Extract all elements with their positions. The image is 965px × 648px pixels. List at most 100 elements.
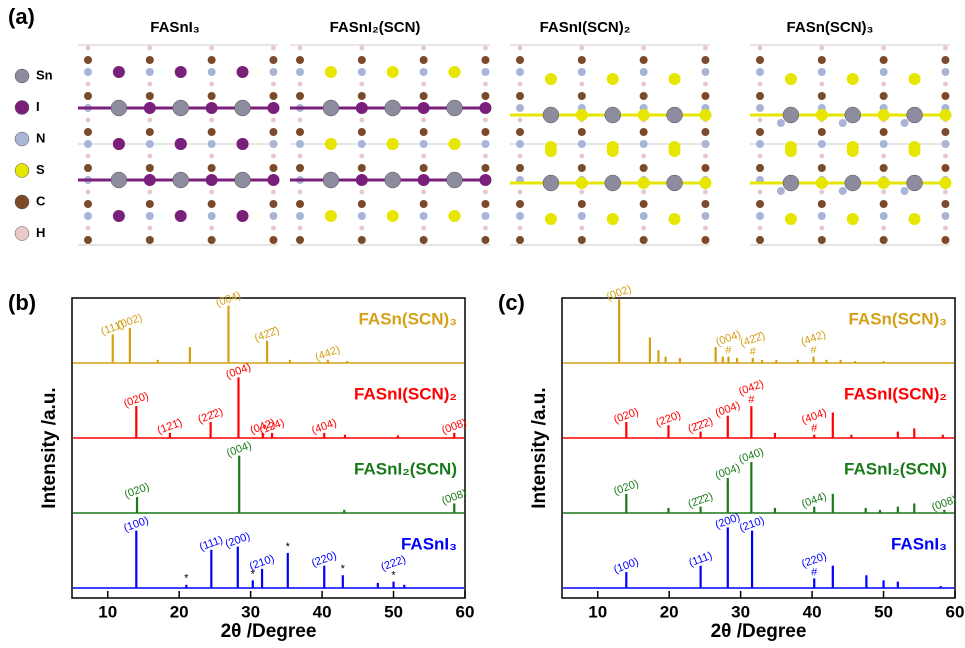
atom <box>701 164 709 172</box>
atom <box>269 140 277 148</box>
atom <box>701 92 709 100</box>
atom <box>208 164 216 172</box>
atom <box>209 118 214 123</box>
atom <box>818 164 826 172</box>
atom <box>939 109 951 121</box>
atom <box>111 100 127 116</box>
atom <box>113 66 125 78</box>
atom <box>818 128 826 136</box>
y-axis-label: Intensity /a.u. <box>39 387 60 508</box>
atom <box>323 172 339 188</box>
atom <box>358 128 366 136</box>
atom <box>579 154 584 159</box>
atom <box>358 236 366 244</box>
atom <box>783 107 799 123</box>
figure: (a) SnINSCHFASnI₃FASnI₂(SCN)FASnI(SCN)₂F… <box>0 0 965 643</box>
atom <box>358 92 366 100</box>
atom <box>271 82 276 87</box>
atom <box>907 175 923 191</box>
atom <box>701 140 709 148</box>
atom <box>939 177 951 189</box>
atom <box>756 164 764 172</box>
atom <box>208 212 216 220</box>
atom <box>701 68 709 76</box>
atom <box>878 109 890 121</box>
atom <box>483 226 488 231</box>
atom <box>173 100 189 116</box>
atom <box>941 236 949 244</box>
atom <box>818 140 826 148</box>
atom <box>699 177 711 189</box>
peak-mark: # <box>750 346 757 358</box>
atom <box>358 68 366 76</box>
atom <box>579 226 584 231</box>
atom <box>356 174 368 186</box>
atom <box>640 200 648 208</box>
atom <box>271 226 276 231</box>
atom <box>113 210 125 222</box>
atom <box>640 92 648 100</box>
series-name: FASnI₂(SCN) <box>354 459 457 478</box>
atom <box>173 172 189 188</box>
atom <box>909 73 921 85</box>
atom <box>818 68 826 76</box>
atom <box>144 102 156 114</box>
atom <box>208 200 216 208</box>
atom <box>881 190 886 195</box>
atom <box>667 175 683 191</box>
atom <box>209 46 214 51</box>
legend-label: I <box>36 99 40 114</box>
atom <box>641 46 646 51</box>
series-name: FASn(SCN)₃ <box>358 309 457 328</box>
series-name: FASnI(SCN)₂ <box>354 384 457 403</box>
atom <box>418 102 430 114</box>
atom <box>481 56 489 64</box>
atom <box>516 92 524 100</box>
atom <box>86 46 91 51</box>
atom <box>86 190 91 195</box>
atom <box>578 200 586 208</box>
series-name: FASnI₂(SCN) <box>844 459 947 478</box>
atom <box>818 200 826 208</box>
atom <box>881 82 886 87</box>
atom <box>296 236 304 244</box>
atom <box>943 46 948 51</box>
atom <box>756 236 764 244</box>
atom <box>847 213 859 225</box>
atom <box>269 68 277 76</box>
atom <box>483 118 488 123</box>
atom <box>146 236 154 244</box>
atom <box>296 92 304 100</box>
atom <box>576 177 588 189</box>
atom <box>209 190 214 195</box>
atom <box>941 212 949 220</box>
atom <box>359 118 364 123</box>
atom <box>420 164 428 172</box>
atom <box>296 140 304 148</box>
x-tick-label: 60 <box>946 602 965 621</box>
atom <box>84 212 92 220</box>
atom <box>481 140 489 148</box>
x-tick-label: 50 <box>874 602 893 621</box>
atom <box>84 200 92 208</box>
atom <box>269 56 277 64</box>
peak-mark: * <box>286 541 291 553</box>
atom <box>638 177 650 189</box>
atom <box>941 164 949 172</box>
atom <box>545 141 557 153</box>
atom <box>84 68 92 76</box>
atom <box>839 187 847 195</box>
atom <box>385 100 401 116</box>
x-axis-label: 2θ /Degree <box>221 621 317 642</box>
atom <box>516 128 524 136</box>
atom <box>578 236 586 244</box>
atom <box>296 128 304 136</box>
atom <box>479 174 491 186</box>
atom <box>447 172 463 188</box>
atom <box>209 82 214 87</box>
atom <box>84 92 92 100</box>
atom <box>271 46 276 51</box>
atom <box>701 56 709 64</box>
atom <box>387 210 399 222</box>
atom <box>667 107 683 123</box>
